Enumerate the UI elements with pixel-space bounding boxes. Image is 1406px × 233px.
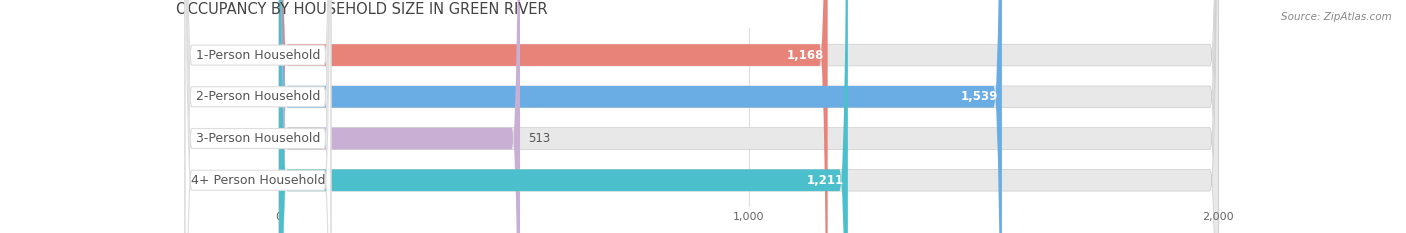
FancyBboxPatch shape — [278, 0, 828, 233]
Text: Source: ZipAtlas.com: Source: ZipAtlas.com — [1281, 12, 1392, 22]
Text: 1,539: 1,539 — [960, 90, 998, 103]
FancyBboxPatch shape — [278, 0, 1219, 233]
FancyBboxPatch shape — [186, 0, 330, 233]
Text: 4+ Person Household: 4+ Person Household — [191, 174, 325, 187]
FancyBboxPatch shape — [278, 0, 848, 233]
Text: 1,168: 1,168 — [786, 48, 824, 62]
FancyBboxPatch shape — [278, 0, 1219, 233]
Text: 1-Person Household: 1-Person Household — [195, 48, 321, 62]
Text: 2-Person Household: 2-Person Household — [195, 90, 321, 103]
FancyBboxPatch shape — [186, 0, 330, 233]
FancyBboxPatch shape — [278, 0, 1002, 233]
FancyBboxPatch shape — [278, 0, 520, 233]
Text: 513: 513 — [529, 132, 551, 145]
FancyBboxPatch shape — [278, 0, 1219, 233]
FancyBboxPatch shape — [186, 0, 330, 233]
Text: OCCUPANCY BY HOUSEHOLD SIZE IN GREEN RIVER: OCCUPANCY BY HOUSEHOLD SIZE IN GREEN RIV… — [176, 2, 547, 17]
FancyBboxPatch shape — [278, 0, 1219, 233]
FancyBboxPatch shape — [186, 0, 330, 233]
Text: 3-Person Household: 3-Person Household — [195, 132, 321, 145]
Text: 1,211: 1,211 — [807, 174, 844, 187]
